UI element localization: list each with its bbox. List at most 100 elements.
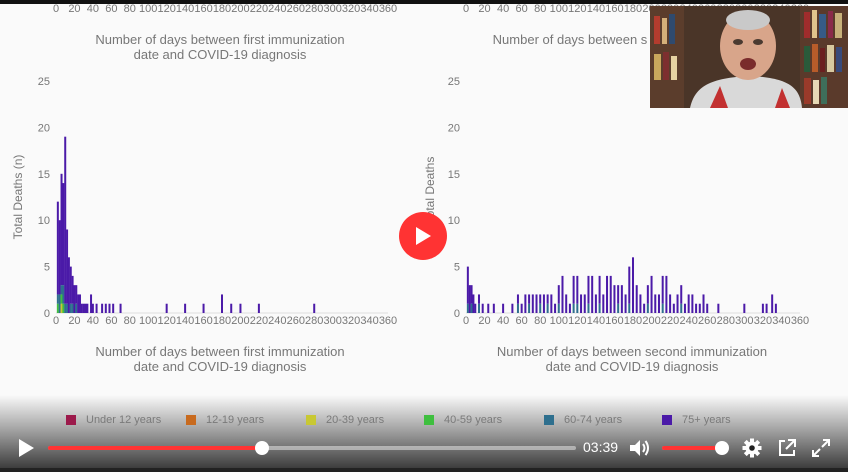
bar-segment bbox=[572, 303, 575, 313]
bar-segment bbox=[58, 294, 61, 313]
x-axis-title: date and COVID-19 diagnosis bbox=[546, 359, 719, 374]
fullscreen-button[interactable] bbox=[810, 437, 832, 459]
legend-item-20-39: 20-39 years bbox=[306, 414, 384, 426]
bar-segment bbox=[516, 294, 519, 304]
bar-segment bbox=[583, 294, 586, 313]
bar-segment bbox=[466, 266, 469, 304]
legend-label: 40-59 years bbox=[444, 414, 503, 426]
x-tick-label: 140 bbox=[176, 315, 194, 327]
play-button[interactable] bbox=[14, 436, 38, 460]
settings-button[interactable] bbox=[741, 437, 763, 459]
bar-segment bbox=[477, 303, 480, 313]
top-x-tick-label: 180 bbox=[624, 3, 642, 15]
bar-segment bbox=[643, 303, 646, 313]
bar-segment bbox=[69, 266, 72, 304]
bar-segment bbox=[62, 285, 65, 304]
top-x-tick-label: 340 bbox=[360, 3, 378, 15]
bar-segment bbox=[646, 303, 649, 313]
x-tick-label: 280 bbox=[305, 315, 323, 327]
x-tick-label: 80 bbox=[124, 315, 136, 327]
x-axis-title: date and COVID-19 diagnosis bbox=[134, 359, 307, 374]
x-tick-label: 200 bbox=[231, 315, 249, 327]
bar-segment bbox=[557, 285, 560, 304]
bar-segment bbox=[761, 303, 764, 313]
bar-segment bbox=[687, 294, 690, 313]
popout-button[interactable] bbox=[776, 437, 798, 459]
seek-bar-handle[interactable] bbox=[255, 441, 270, 455]
y-tick-label: 15 bbox=[448, 169, 460, 181]
bar-segment bbox=[470, 303, 473, 313]
volume-button[interactable] bbox=[628, 437, 652, 459]
y-tick-label: 0 bbox=[44, 308, 50, 320]
bar-segment bbox=[165, 303, 168, 313]
bar-segment bbox=[606, 275, 609, 313]
bar-segment bbox=[680, 303, 683, 313]
y-tick-label: 20 bbox=[38, 122, 50, 134]
play-circle-icon bbox=[416, 227, 431, 245]
bar-segment bbox=[184, 303, 187, 313]
x-tick-label: 220 bbox=[661, 315, 679, 327]
legend-label: 12-19 years bbox=[206, 414, 265, 426]
bar-segment bbox=[539, 294, 542, 304]
bar-segment bbox=[60, 173, 63, 286]
bar-segment bbox=[554, 303, 557, 313]
y-tick-label: 10 bbox=[38, 215, 50, 227]
bar-segment bbox=[56, 294, 59, 304]
legend-item-under-12: Under 12 years bbox=[66, 414, 161, 426]
bar-segment bbox=[477, 294, 480, 304]
center-play-button[interactable] bbox=[399, 212, 447, 260]
top-x-tick-label: 40 bbox=[87, 3, 99, 15]
bar-segment bbox=[119, 303, 122, 313]
bar-segment bbox=[474, 303, 477, 313]
bar-segment bbox=[313, 303, 316, 313]
legend-swatch bbox=[424, 415, 434, 425]
bar-segment bbox=[676, 294, 679, 313]
bar-segment bbox=[568, 303, 571, 313]
bar-segment bbox=[502, 303, 505, 313]
top-x-tick-label: 320 bbox=[342, 3, 360, 15]
legend-swatch bbox=[66, 415, 76, 425]
bar-segment bbox=[230, 303, 233, 313]
x-axis-title: Number of days between second immunizati… bbox=[497, 344, 767, 359]
bar-segment bbox=[580, 294, 583, 313]
bar-segment bbox=[771, 294, 774, 313]
y-tick-label: 15 bbox=[38, 169, 50, 181]
y-tick-label: 20 bbox=[448, 122, 460, 134]
bar-segment bbox=[665, 275, 668, 313]
bar-segment bbox=[95, 303, 98, 313]
top-x-tick-label: 140 bbox=[176, 3, 194, 15]
external-link-icon bbox=[779, 439, 796, 456]
top-x-tick-label: 60 bbox=[105, 3, 117, 15]
y-tick-label: 25 bbox=[38, 76, 50, 88]
x-tick-label: 340 bbox=[772, 315, 790, 327]
bar-segment bbox=[661, 303, 664, 313]
top-x-tick-label: 260 bbox=[287, 3, 305, 15]
volume-slider-handle[interactable] bbox=[715, 441, 729, 455]
bar-segment bbox=[487, 303, 490, 313]
top-x-axis-title: Number of days between s bbox=[493, 32, 648, 47]
legend-swatch bbox=[306, 415, 316, 425]
bar-segment bbox=[591, 275, 594, 313]
legend-label: Under 12 years bbox=[86, 414, 162, 426]
bar-segment bbox=[594, 294, 597, 313]
controls-gradient bbox=[0, 395, 848, 472]
x-tick-label: 120 bbox=[568, 315, 586, 327]
x-tick-label: 240 bbox=[268, 315, 286, 327]
bar-segment bbox=[654, 294, 657, 313]
x-tick-label: 340 bbox=[360, 315, 378, 327]
x-tick-label: 220 bbox=[250, 315, 268, 327]
bar-segment bbox=[620, 285, 623, 313]
bar-segment bbox=[609, 275, 612, 313]
bar-segment bbox=[650, 275, 653, 313]
top-x-tick-label: 0 bbox=[53, 3, 59, 15]
bar-segment bbox=[598, 303, 601, 313]
seek-bar[interactable] bbox=[48, 441, 576, 455]
bar-segment bbox=[546, 303, 549, 313]
x-tick-label: 260 bbox=[698, 315, 716, 327]
x-tick-label: 60 bbox=[516, 315, 528, 327]
bar-segment bbox=[635, 285, 638, 313]
x-tick-label: 160 bbox=[194, 315, 212, 327]
bar-segment bbox=[77, 294, 80, 313]
volume-slider[interactable] bbox=[662, 441, 729, 455]
